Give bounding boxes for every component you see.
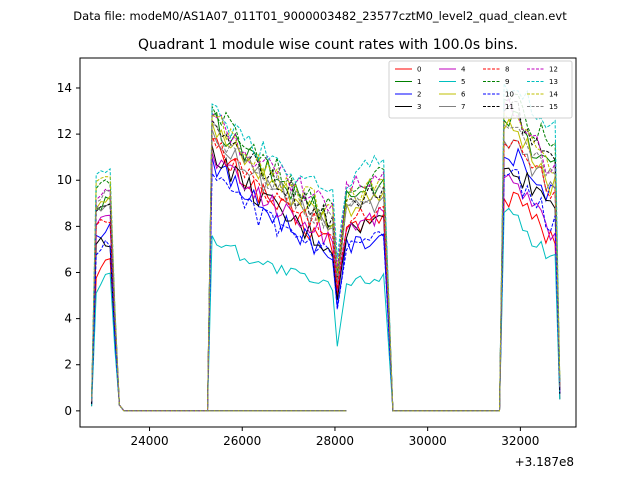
legend-label-12: 12 (549, 66, 558, 74)
legend-box (388, 60, 573, 119)
legend-label-9: 9 (505, 78, 509, 86)
legend-label-5: 5 (461, 78, 465, 86)
legend-label-14: 14 (549, 91, 558, 99)
series-line-3 (91, 145, 561, 412)
legend-label-15: 15 (549, 103, 558, 111)
legend-label-7: 7 (461, 103, 465, 111)
legend-label-11: 11 (505, 103, 514, 111)
x-tick-label: 24000 (130, 434, 168, 448)
legend-label-2: 2 (417, 91, 421, 99)
x-tick-label: 32000 (501, 434, 539, 448)
legend-label-0: 0 (417, 66, 421, 74)
y-axis: 0 2 4 6 8 10 12 14 (57, 81, 80, 418)
legend-label-10: 10 (505, 91, 514, 99)
series-line-11 (91, 100, 561, 412)
plot-lines (91, 83, 561, 412)
series-line-0 (91, 138, 561, 412)
series-line-7 (91, 129, 561, 412)
x-tick-label: 28000 (316, 434, 354, 448)
series-line-12 (91, 97, 561, 412)
y-tick-label: 4 (64, 312, 72, 326)
series-line-15 (91, 123, 561, 412)
y-tick-label: 6 (64, 265, 72, 279)
legend-label-3: 3 (417, 103, 421, 111)
y-tick-label: 12 (57, 127, 72, 141)
legend-label-4: 4 (461, 66, 466, 74)
series-line-2 (91, 147, 561, 412)
x-tick-label: 30000 (409, 434, 447, 448)
plot-frame (79, 57, 577, 428)
y-tick-label: 14 (57, 81, 72, 95)
x-tick-label: 26000 (223, 434, 261, 448)
series-line-4 (91, 152, 561, 412)
y-tick-label: 2 (64, 358, 72, 372)
suptitle: Data file: modeM0/AS1A07_011T01_90000034… (73, 9, 567, 23)
series-line-8 (91, 136, 561, 412)
chart-title: Quadrant 1 module wise count rates with … (138, 37, 518, 53)
series-line-9 (91, 93, 561, 412)
series-line-10 (91, 168, 561, 412)
legend-label-6: 6 (461, 91, 466, 99)
series-line-5 (91, 207, 561, 412)
x-axis: 24000 26000 28000 30000 32000 (130, 427, 539, 448)
y-tick-label: 0 (64, 404, 72, 418)
series-line-14 (91, 111, 561, 412)
series-line-1 (91, 110, 561, 412)
legend-label-8: 8 (505, 66, 509, 74)
y-tick-label: 8 (64, 219, 72, 233)
legend-label-1: 1 (417, 78, 421, 86)
legend-label-13: 13 (549, 78, 558, 86)
x-offset-label: +3.187e8 (515, 455, 574, 469)
series-line-13 (91, 83, 561, 412)
y-tick-label: 10 (57, 173, 72, 187)
series-line-6 (91, 118, 561, 412)
